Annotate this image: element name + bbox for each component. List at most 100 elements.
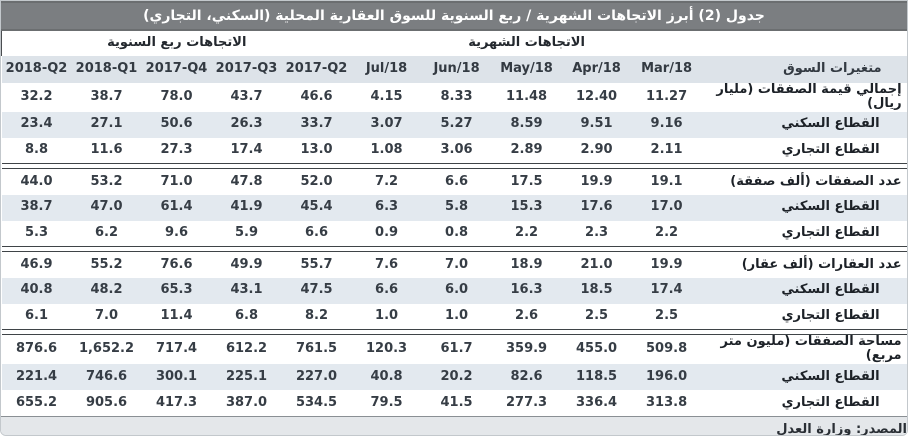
data-cell: 2.89 — [510, 142, 543, 158]
column-header: 2017-Q4 — [141, 56, 212, 83]
data-cell: 2.11 — [650, 142, 683, 158]
column-header: May/18 — [491, 56, 562, 83]
data-cell: 79.5 — [370, 394, 403, 410]
data-cell: 8.8 — [24, 142, 49, 158]
row-label: مساحة الصفقات (مليون متر مربع) — [720, 334, 902, 364]
group-header-row: الاتجاهات ربع السنوية الاتجاهات الشهرية — [1, 31, 907, 56]
data-row: 38.7 47.0 61.4 41.9 45.4 6.3 5.8 15.3 17.6 17.0 ال… — [1, 194, 907, 221]
data-cell: 221.4 — [15, 368, 58, 384]
data-cell: 6.1 — [24, 308, 49, 324]
data-cell: 509.8 — [646, 341, 688, 357]
column-header: Jul/18 — [351, 56, 422, 83]
row-label: القطاع السكني — [781, 116, 880, 132]
column-header-row: 2018-Q2 2018-Q1 2017-Q4 2017-Q3 2017-Q2 Jul/1… — [1, 56, 907, 83]
data-cell: 11.48 — [505, 89, 548, 105]
row-label: عدد الصفقات (ألف صفقة) — [730, 173, 902, 189]
data-cell: 227.0 — [295, 368, 338, 384]
table-body: 32.2 38.7 78.0 43.7 46.6 4.15 8.33 11.48 12.40 11… — [1, 82, 907, 416]
data-cell: 761.5 — [295, 341, 338, 357]
data-row: 5.3 6.2 9.6 5.9 6.6 0.9 0.8 2.2 2.3 2.2 القطاع الت… — [1, 220, 907, 247]
data-cell: 18.9 — [510, 256, 543, 272]
data-cell: 7.2 — [375, 173, 399, 189]
data-cell: 6.8 — [234, 308, 259, 324]
data-cell: 313.8 — [646, 394, 688, 410]
data-cell: 47.5 — [300, 282, 333, 298]
row-label: القطاع التجاري — [781, 308, 880, 324]
data-cell: 118.5 — [575, 368, 618, 384]
data-row: 6.1 7.0 11.4 6.8 8.2 1.0 1.0 2.6 2.5 2.5 القطاع ال… — [1, 303, 907, 330]
data-row: 23.4 27.1 50.6 26.3 33.7 3.07 5.27 8.59 9.51 9.16… — [1, 111, 907, 138]
data-cell: 7.6 — [375, 256, 399, 272]
section-separator — [1, 163, 907, 170]
data-cell: 17.4 — [650, 282, 683, 298]
data-cell: 655.2 — [15, 394, 58, 410]
data-row: 46.9 55.2 76.6 49.9 55.7 7.6 7.0 18.9 21.0 19.9 عد… — [1, 251, 907, 278]
data-cell: 11.4 — [160, 308, 193, 324]
table-title: جدول (2) أبرز الاتجاهات الشهرية / ربع ال… — [1, 1, 907, 31]
data-cell: 6.6 — [375, 282, 399, 298]
data-cell: 32.2 — [20, 89, 53, 105]
data-cell: 46.6 — [300, 89, 333, 105]
data-cell: 359.9 — [505, 341, 548, 357]
data-cell: 1.08 — [370, 142, 403, 158]
data-cell: 27.3 — [160, 142, 193, 158]
label-column-header: متغيرات السوق — [701, 56, 907, 83]
data-cell: 5.9 — [234, 225, 259, 241]
data-cell: 15.3 — [510, 199, 543, 215]
data-cell: 3.06 — [440, 142, 473, 158]
data-cell: 2.2 — [655, 225, 679, 241]
data-cell: 2.5 — [585, 308, 609, 324]
source-note: المصدر: وزارة العدل — [1, 415, 907, 435]
column-header: 2017-Q2 — [281, 56, 352, 83]
data-cell: 5.3 — [24, 225, 49, 241]
data-cell: 53.2 — [90, 173, 123, 189]
group-header-blank — [701, 31, 907, 56]
data-cell: 1,652.2 — [78, 341, 135, 357]
row-label: القطاع السكني — [781, 368, 880, 384]
data-cell: 41.5 — [440, 394, 473, 410]
data-cell: 46.9 — [20, 256, 53, 272]
trends-table: الاتجاهات ربع السنوية الاتجاهات الشهرية … — [1, 31, 907, 416]
data-cell: 18.5 — [580, 282, 613, 298]
data-cell: 76.6 — [160, 256, 193, 272]
data-cell: 225.1 — [225, 368, 268, 384]
data-cell: 6.2 — [94, 225, 119, 241]
data-cell: 534.5 — [295, 394, 338, 410]
section-separator-line — [1, 246, 907, 253]
row-label: القطاع السكني — [781, 199, 880, 215]
data-cell: 17.0 — [650, 199, 683, 215]
data-cell: 13.0 — [300, 142, 333, 158]
data-cell: 49.9 — [230, 256, 263, 272]
data-cell: 6.6 — [305, 225, 329, 241]
data-cell: 17.5 — [510, 173, 543, 189]
data-cell: 277.3 — [505, 394, 548, 410]
data-cell: 1.0 — [375, 308, 399, 324]
data-cell: 44.0 — [20, 173, 53, 189]
data-cell: 6.3 — [375, 199, 399, 215]
data-cell: 905.6 — [85, 394, 128, 410]
data-cell: 2.5 — [655, 308, 679, 324]
data-cell: 11.6 — [90, 142, 123, 158]
data-cell: 120.3 — [365, 341, 408, 357]
data-cell: 38.7 — [20, 199, 53, 215]
data-cell: 12.40 — [575, 89, 618, 105]
data-cell: 48.2 — [90, 282, 123, 298]
data-cell: 50.6 — [160, 116, 193, 132]
data-row: 655.2 905.6 417.3 387.0 534.5 79.5 41.5 277.3 33… — [1, 389, 907, 416]
data-cell: 27.1 — [90, 116, 123, 132]
data-cell: 8.33 — [440, 89, 473, 105]
data-cell: 82.6 — [510, 368, 543, 384]
data-cell: 300.1 — [155, 368, 198, 384]
column-header: 2018-Q1 — [71, 56, 142, 83]
row-label: القطاع السكني — [781, 282, 880, 298]
data-cell: 26.3 — [230, 116, 263, 132]
data-row: 40.8 48.2 65.3 43.1 47.5 6.6 6.0 16.3 18.5 17.4 ال… — [1, 277, 907, 304]
data-cell: 1.0 — [445, 308, 469, 324]
data-cell: 6.6 — [445, 173, 469, 189]
data-cell: 45.4 — [300, 199, 333, 215]
data-cell: 38.7 — [90, 89, 123, 105]
column-header: Jun/18 — [421, 56, 492, 83]
data-cell: 19.9 — [650, 256, 683, 272]
data-cell: 2.90 — [580, 142, 613, 158]
